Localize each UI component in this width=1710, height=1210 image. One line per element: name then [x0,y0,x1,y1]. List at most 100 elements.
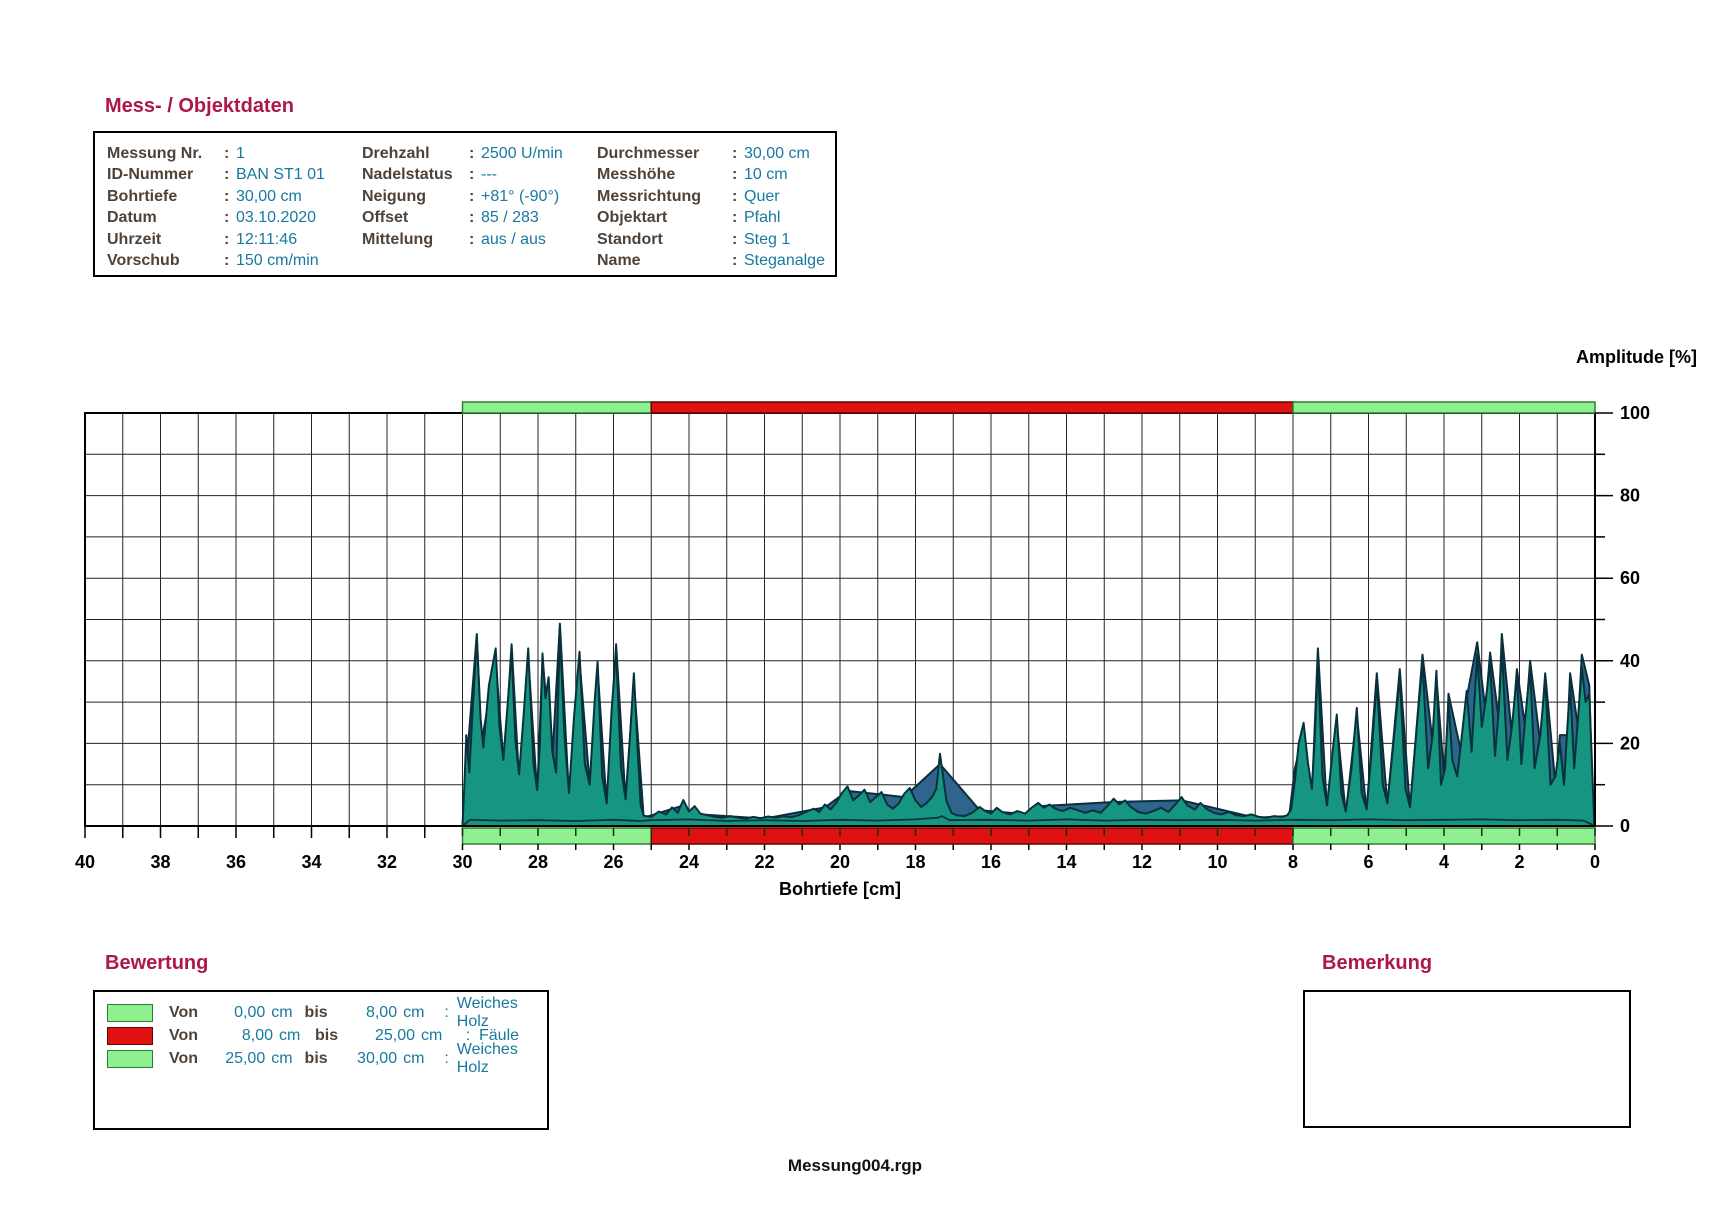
field-value: Pfahl [744,209,781,227]
field-colon: : [224,187,230,205]
from-value: 0,00 [234,1004,266,1021]
x-tick-label: 24 [679,852,699,872]
y-tick-label: 80 [1620,486,1640,506]
evaluation-row: Von 25,00 cm bis 30,00 cm: Weiches Holz [107,1041,547,1076]
x-tick-label: 38 [150,852,170,872]
colon: : [444,1004,449,1021]
object-data-row: Durchmesser:30,00 cm [597,143,825,165]
to-value: 30,00 [357,1050,398,1067]
object-data-row: Uhrzeit:12:11:46 [107,229,325,251]
field-value: 150 cm/min [236,252,319,270]
field-label: Messhöhe [597,166,676,184]
zone-color-swatch [107,1004,153,1022]
evaluation-row: Von 0,00 cm bis 8,00 cm: Weiches Holz [107,995,547,1030]
object-data-row: Offset:85 / 283 [362,208,563,230]
cm-unit: cm [271,1050,293,1067]
object-data-row: Vorschub:150 cm/min [107,251,325,273]
field-colon: : [469,187,475,205]
field-label: Standort [597,230,663,248]
field-label: ID-Nummer [107,166,194,184]
field-colon: : [469,144,475,162]
object-data-row: Neigung: +81° (-90°) [362,186,563,208]
to-value: 8,00 [365,1004,398,1021]
object-data-row: ID-Nummer: BAN ST1 01 [107,165,325,187]
field-label: Uhrzeit [107,230,162,248]
colon: : [444,1050,449,1067]
amplitude-trace [461,630,1596,827]
x-tick-label: 8 [1288,852,1298,872]
field-colon: : [224,252,230,270]
x-tick-label: 16 [981,852,1001,872]
von-word: Von [169,1050,199,1067]
cm-unit: cm [271,1004,293,1021]
x-tick-label: 32 [377,852,397,872]
from-value: 25,00 [225,1050,266,1067]
field-label: Neigung [362,187,426,205]
object-data-row: Drehzahl:2500 U/min [362,143,563,165]
field-value: 1 [236,144,245,162]
remark-box [1303,990,1631,1128]
object-data-box: Messung Nr.:1 ID-Nummer: BAN ST1 01 Bohrtie… [93,131,837,277]
von-word: Von [169,1027,199,1044]
field-colon: : [732,166,738,184]
x-tick-label: 18 [905,852,925,872]
field-value: Quer [744,187,780,205]
bis-word: bis [304,1004,328,1021]
remark-title: Bemerkung [1322,952,1433,974]
cm-unit: cm [403,1004,425,1021]
field-colon: : [224,230,230,248]
x-tick-label: 36 [226,852,246,872]
x-tick-label: 40 [75,852,95,872]
x-tick-label: 28 [528,852,548,872]
field-label: Drehzahl [362,144,430,162]
zone-bar-top-green [1292,401,1596,414]
field-value: 30,00 cm [236,187,302,205]
bis-word: bis [304,1050,328,1067]
field-value: Steganalge [744,252,825,270]
object-data-row: Messrichtung: Quer [597,186,825,208]
y-tick-label: 0 [1620,816,1630,836]
x-axis-title: Bohrtiefe [cm] [779,879,901,899]
bis-word: bis [315,1027,339,1044]
cm-unit: cm [279,1027,301,1044]
field-colon: : [224,209,230,227]
zone-result: Weiches Holz [456,1041,518,1076]
zone-color-swatch [107,1027,153,1045]
field-colon: : [732,230,738,248]
file-name: Messung004.rgp [787,1156,923,1175]
cm-unit: cm [421,1027,443,1044]
field-label: Objektart [597,209,668,227]
zone-result: Fäule [479,1027,520,1044]
field-label: Messrichtung [597,187,702,205]
object-data-row: Bohrtiefe:30,00 cm [107,186,325,208]
field-value: BAN ST1 01 [236,166,325,184]
field-value: 03.10.2020 [236,209,317,227]
zone-color-swatch [107,1050,153,1068]
field-colon: : [732,252,738,270]
cm-unit: cm [403,1050,425,1067]
field-label: Vorschub [107,252,180,270]
x-tick-label: 30 [452,852,472,872]
field-colon: : [224,144,230,162]
field-label: Mittelung [362,230,434,248]
x-tick-label: 12 [1132,852,1152,872]
zone-bar-top-red [650,401,1294,414]
object-data-row: Messung Nr.:1 [107,143,325,165]
x-tick-label: 34 [301,852,321,872]
field-colon: : [732,144,738,162]
zone-bar-top-green [461,401,652,414]
field-value: 2500 U/min [481,144,563,162]
object-data-row: Messhöhe:10 cm [597,165,825,187]
object-data-column-3: Durchmesser:30,00 cm Messhöhe:10 cm Messri… [597,143,825,272]
field-label: Nadelstatus [362,166,453,184]
field-colon: : [469,166,475,184]
object-data-row: Standort: Steg 1 [597,229,825,251]
evaluation-row: Von 8,00 cm bis 25,00 cm: Fäule [107,1025,547,1047]
y-axis-title: Amplitude [%] [1576,347,1697,367]
x-tick-label: 6 [1363,852,1373,872]
y-tick-label: 20 [1620,733,1640,753]
field-value: +81° (-90°) [481,187,560,205]
field-label: Name [597,252,641,270]
object-data-row: Name: Steganalge [597,251,825,273]
field-colon: : [469,230,475,248]
